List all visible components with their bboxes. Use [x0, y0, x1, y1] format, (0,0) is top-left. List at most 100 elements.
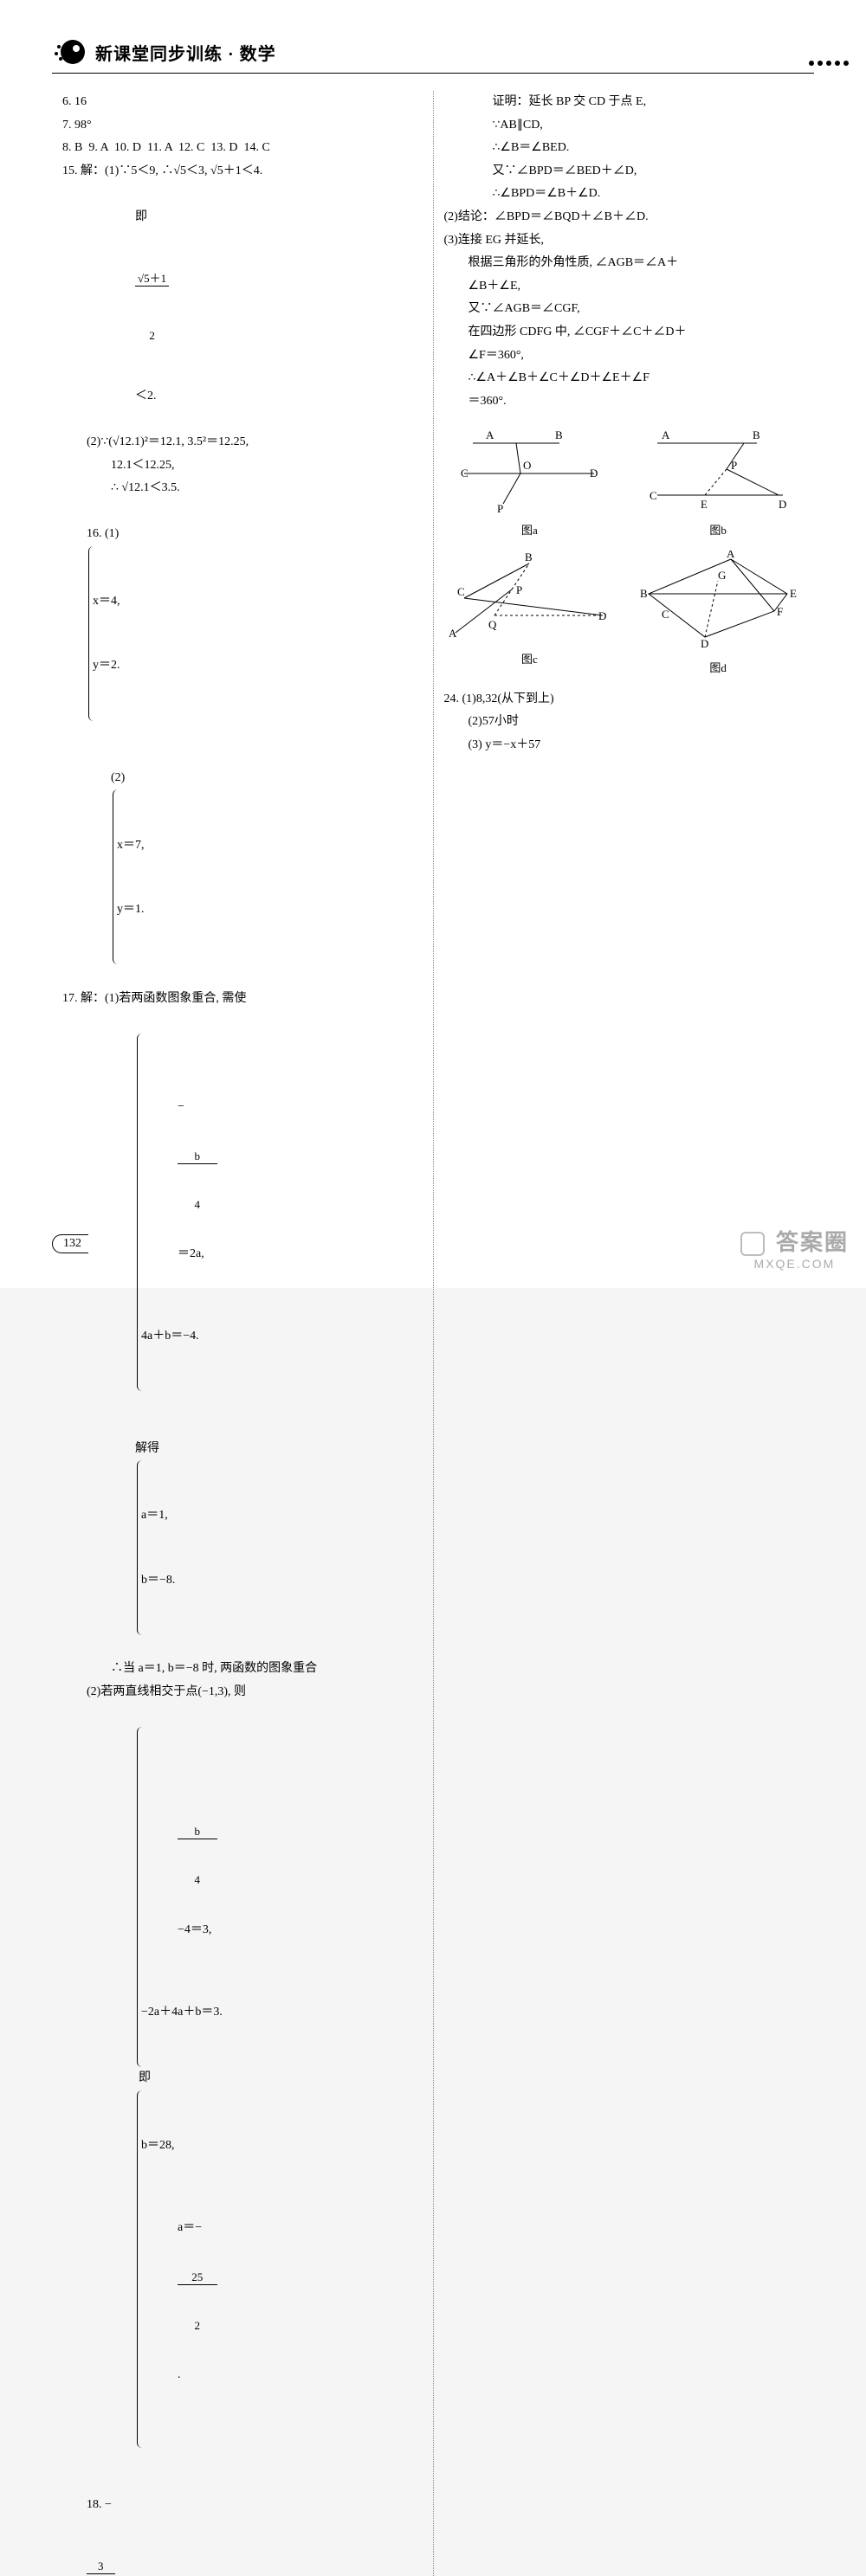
t: −4＝3, — [178, 1923, 211, 1936]
den: 4 — [178, 1873, 217, 1887]
svg-text:A: A — [486, 428, 494, 441]
r: b＝28, — [141, 2136, 217, 2154]
svg-text:O: O — [523, 459, 531, 472]
svg-text:B: B — [525, 551, 533, 564]
page-number: 132 — [52, 1234, 88, 1253]
line: (3)连接 EG 并延长, — [444, 229, 805, 253]
line: (2)结论：∠BPD＝∠BQD＋∠B＋∠D. — [444, 206, 805, 229]
content-columns: 6. 16 7. 98° 8. B 9. A 10. D 11. A 12. C… — [52, 91, 814, 2576]
line: ＝360°. — [444, 390, 805, 414]
line: ∴∠BPD＝∠B＋∠D. — [444, 183, 805, 206]
svg-text:E: E — [790, 587, 797, 600]
t: 即 — [139, 2071, 151, 2084]
brace: − b 4 ＝2a, 4a＋b＝−4. — [137, 1034, 217, 1392]
line: 在四边形 CDFG 中, ∠CGF＋∠C＋∠D＋ — [444, 321, 805, 345]
num: b — [178, 1825, 217, 1839]
line: 证明：延长 BP 交 CD 于点 E, — [444, 91, 805, 114]
svg-text:A: A — [449, 627, 457, 640]
line: b 4 −4＝3, −2a＋4a＋b＝3. 即 b＝28, a＝− 25 2 — [62, 1704, 423, 2471]
page-number-value: 132 — [52, 1234, 88, 1253]
line: 24. (1)8,32(从下到上) — [444, 688, 805, 712]
fraction: b 4 — [178, 1791, 217, 1920]
t: (2) — [111, 771, 125, 784]
r: −2a＋4a＋b＝3. — [141, 2003, 223, 2021]
svg-text:P: P — [497, 502, 503, 515]
watermark-icon — [740, 1232, 765, 1256]
page-header: 新课堂同步训练 · 数学 — [52, 35, 814, 74]
line: ∠B＋∠E, — [444, 275, 805, 299]
line: (2) x＝7, y＝1. — [62, 744, 423, 987]
figure-b: A B P C E D 图b — [644, 422, 792, 542]
svg-text:D: D — [701, 637, 708, 650]
header-dots-icon — [809, 61, 849, 66]
wm-text: 答案圈 — [776, 1229, 849, 1255]
fraction: √5＋1 2 — [135, 229, 169, 385]
svg-text:P: P — [731, 459, 737, 472]
line: ∠F＝360°, — [444, 345, 805, 368]
brace: x＝7, y＝1. — [113, 789, 147, 964]
watermark: 答案圈 MXQE.COM — [740, 1225, 849, 1271]
line: (3) y＝−x＋57 — [444, 734, 805, 757]
fig-label: 图c — [447, 649, 611, 671]
svg-text:A: A — [662, 428, 670, 441]
svg-text:A: A — [727, 551, 735, 560]
figure-d: A B C D E F G 图d — [636, 551, 800, 679]
svg-text:D: D — [590, 467, 598, 480]
svg-text:B: B — [555, 428, 563, 441]
r: a＝1, — [141, 1506, 175, 1524]
r: 4a＋b＝−4. — [141, 1327, 217, 1345]
fig-label: 图a — [456, 520, 603, 542]
line: 17. 解：(1)若两函数图象重合, 需使 — [62, 988, 423, 1011]
r: x＝7, — [117, 836, 147, 854]
svg-text:C: C — [650, 489, 657, 502]
line: ∴ √12.1＜3.5. — [62, 477, 423, 500]
line: 12.1＜12.25, — [62, 454, 423, 478]
svg-text:E: E — [701, 498, 708, 511]
fraction: b 4 — [178, 1116, 217, 1245]
r: a＝− 25 2 . — [141, 2200, 217, 2402]
num: b — [178, 1150, 217, 1164]
num: 25 — [178, 2270, 217, 2285]
brace: x＝4, y＝2. — [88, 546, 123, 721]
svg-text:G: G — [718, 569, 726, 582]
r: − b 4 ＝2a, — [141, 1079, 217, 1281]
num: √5＋1 — [135, 272, 169, 287]
t: . — [178, 2368, 181, 2381]
page: 新课堂同步训练 · 数学 6. 16 7. 98° 8. B 9. A 10. … — [0, 0, 866, 1288]
line: 又∵∠AGB＝∠CGF, — [444, 298, 805, 321]
line: 6. 16 — [62, 91, 423, 114]
figure-a: A B C O D P 图a — [456, 422, 603, 542]
line: (2)57小时 — [444, 711, 805, 734]
line: 8. B 9. A 10. D 11. A 12. C 13. D 14. C — [62, 137, 423, 160]
line: ∴当 a＝1, b＝−8 时, 两函数的图象重合 — [62, 1658, 423, 1681]
t: − — [178, 1100, 184, 1113]
r: y＝1. — [117, 900, 147, 918]
t: 即 — [135, 210, 147, 223]
t: 18. − — [87, 2498, 112, 2511]
r: x＝4, — [93, 592, 123, 610]
line: 7. 98° — [62, 114, 423, 138]
figure-row-2: B C P D Q A 图c A — [444, 551, 805, 679]
line: (2)若两直线相交于点(−1,3), 则 — [62, 1681, 423, 1704]
den: 4 — [178, 1198, 217, 1212]
line: ∴∠B＝∠BED. — [444, 137, 805, 160]
fraction: 25 2 — [178, 2237, 217, 2366]
right-column: 证明：延长 BP 交 CD 于点 E, ∵AB∥CD, ∴∠B＝∠BED. 又∵… — [434, 91, 815, 2576]
r: y＝2. — [93, 656, 123, 674]
line: 18. − 3 2 ＜m＜2, 所以整数 m＝−1, 0, 1 — [62, 2471, 423, 2576]
fraction: 3 2 — [87, 2517, 115, 2576]
line: 15. 解：(1)∵5＜9, ∴√5＜3, √5＋1＜4. — [62, 160, 423, 184]
header-logo-icon — [52, 35, 87, 69]
svg-text:P: P — [516, 583, 522, 596]
brace: b＝28, a＝− 25 2 . — [137, 2090, 217, 2449]
fig-label: 图d — [636, 658, 800, 679]
svg-text:B: B — [640, 587, 648, 600]
line: (2)∵(√12.1)²＝12.1, 3.5²＝12.25, — [62, 431, 423, 454]
fig-label: 图b — [644, 520, 792, 542]
line: 即 √5＋1 2 ＜2. — [62, 183, 423, 431]
svg-text:D: D — [779, 498, 786, 511]
svg-text:C: C — [461, 467, 469, 480]
svg-text:C: C — [662, 608, 669, 621]
line: ∴∠A＋∠B＋∠C＋∠D＋∠E＋∠F — [444, 367, 805, 390]
line: 解得 a＝1, b＝−8. — [62, 1414, 423, 1658]
